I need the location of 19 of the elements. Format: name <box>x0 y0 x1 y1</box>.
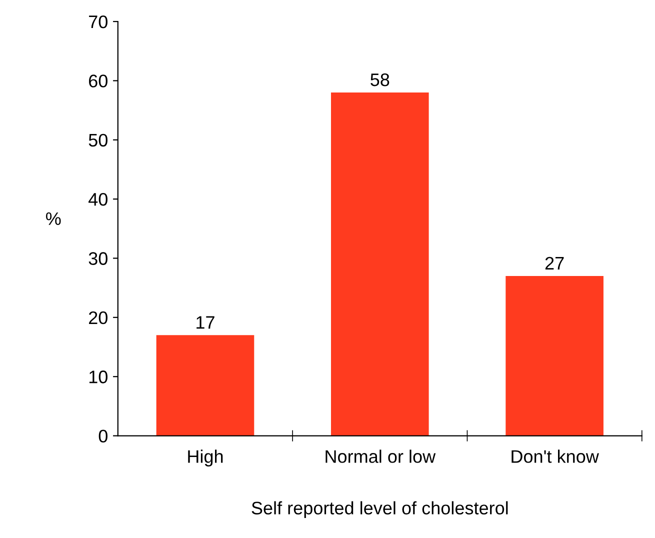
x-tick-label: High <box>188 450 223 466</box>
x-tick-label: Normal or low <box>326 450 436 463</box>
y-tick-label: 10 <box>89 370 108 384</box>
y-tick-label: 60 <box>89 74 108 88</box>
y-axis-title: % <box>46 212 61 226</box>
bar <box>156 335 254 436</box>
data-label: 27 <box>545 256 564 270</box>
data-label: 58 <box>370 73 390 86</box>
y-tick-label: 0 <box>98 430 108 442</box>
x-tick-label: Don't know <box>512 450 599 463</box>
x-axis-title: Self reported level of cholesterol <box>252 501 508 518</box>
y-tick-label: 30 <box>88 252 108 265</box>
bar <box>330 92 429 436</box>
y-tick-label: 20 <box>89 311 108 324</box>
y-tick-label: 70 <box>89 15 108 28</box>
data-label: 17 <box>196 316 214 329</box>
y-tick-label: 50 <box>88 134 108 147</box>
bar <box>506 276 604 436</box>
y-tick-label: 40 <box>88 192 108 206</box>
